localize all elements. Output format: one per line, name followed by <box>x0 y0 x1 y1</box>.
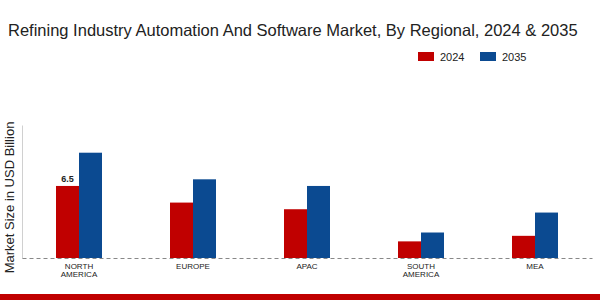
title: Refining Industry Automation And Softwar… <box>8 21 578 39</box>
x-tick-label: APAC <box>296 262 317 271</box>
data-label: 6.5 <box>61 174 74 184</box>
bar <box>79 153 102 258</box>
legend-swatch <box>418 52 434 61</box>
x-tick: SOUTHAMERICA <box>403 262 440 280</box>
chart: Refining Industry Automation And Softwar… <box>0 0 600 300</box>
bar <box>56 186 79 258</box>
x-tick: NORTHAMERICA <box>61 262 98 280</box>
bar <box>284 209 307 258</box>
legend: 2024 2035 <box>418 51 526 63</box>
bar <box>170 203 193 258</box>
bar <box>307 186 330 258</box>
bar <box>512 236 535 258</box>
x-tick: EUROPE <box>176 262 210 271</box>
y-axis <box>22 126 23 259</box>
x-axis-line <box>23 258 593 259</box>
x-tick: MEA <box>526 262 544 271</box>
legend-swatch <box>480 52 496 61</box>
x-tick-label: NORTHAMERICA <box>61 262 98 280</box>
x-axis: NORTHAMERICA EUROPE APAC SOUTHAMERICA MEA <box>23 259 593 280</box>
y-axis-label: Market Size in USD Billion <box>2 122 17 274</box>
x-tick: APAC <box>296 262 317 271</box>
bar <box>398 241 421 258</box>
bar <box>193 179 216 258</box>
bar <box>535 213 558 258</box>
x-tick-label: MEA <box>526 262 544 271</box>
x-tick-label: SOUTHAMERICA <box>403 262 440 280</box>
y-axis-line <box>22 126 23 259</box>
x-tick-label: EUROPE <box>176 262 210 271</box>
bar <box>421 233 444 258</box>
bars <box>56 153 558 258</box>
legend-label: 2024 <box>440 51 464 63</box>
legend-label: 2035 <box>502 51 526 63</box>
bottom-strip <box>0 294 600 300</box>
